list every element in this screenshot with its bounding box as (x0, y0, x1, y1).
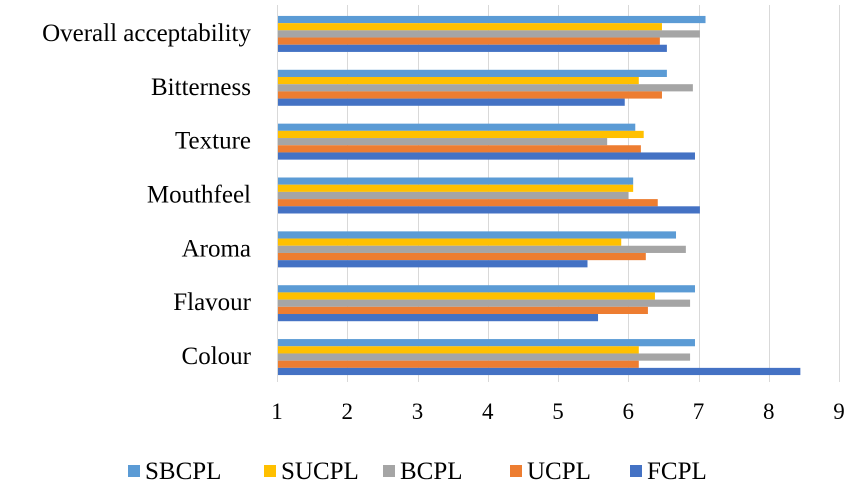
bar-fcpl-overall-acceptability (278, 44, 667, 52)
bar-ucpl-aroma (278, 252, 646, 261)
x-tick-label-9: 9 (833, 399, 845, 424)
legend: SBCPL SUCPL BCPL UCPL FCPL (128, 458, 707, 485)
x-tick-label-5: 5 (552, 399, 564, 424)
category-label-colour: Colour (182, 343, 252, 370)
bar-sucpl-overall-acceptability (278, 23, 662, 31)
legend-swatch-ucpl (510, 465, 522, 477)
bar-ucpl-bitterness (278, 91, 662, 99)
bar-fcpl-flavour (278, 314, 599, 322)
bar-sucpl-bitterness (278, 76, 639, 85)
category-label-bitterness: Bitterness (151, 74, 251, 101)
bar-bcpl-mouthfeel (278, 191, 629, 200)
bar-sbcpl-overall-acceptability (278, 15, 706, 24)
bar-ucpl-colour (278, 360, 639, 368)
bar-fcpl-bitterness (278, 98, 625, 106)
bar-sucpl-mouthfeel (278, 184, 634, 192)
legend-swatch-sbcpl (128, 465, 140, 477)
bar-sbcpl-bitterness (278, 69, 667, 77)
bars (278, 15, 801, 376)
bar-bcpl-bitterness (278, 84, 693, 92)
x-tick-label-3: 3 (412, 399, 424, 424)
bar-sbcpl-texture (278, 123, 636, 131)
legend-swatch-sucpl (264, 465, 276, 477)
bar-sucpl-texture (278, 130, 644, 139)
legend-swatch-fcpl (630, 465, 642, 477)
bar-ucpl-mouthfeel (278, 199, 658, 207)
category-label-flavour: Flavour (173, 289, 251, 316)
bar-sbcpl-mouthfeel (278, 177, 634, 185)
bar-sbcpl-flavour (278, 285, 695, 293)
bar-fcpl-mouthfeel (278, 206, 700, 214)
bar-sbcpl-colour (278, 339, 695, 347)
legend-label-bcpl: BCPL (400, 458, 463, 485)
legend-swatch-bcpl (383, 465, 395, 477)
bar-ucpl-flavour (278, 306, 648, 315)
x-tick-label-6: 6 (623, 399, 635, 424)
bar-sucpl-colour (278, 346, 639, 354)
bar-fcpl-texture (278, 152, 695, 160)
bar-sucpl-aroma (278, 238, 622, 246)
bar-bcpl-aroma (278, 245, 686, 253)
bar-bcpl-colour (278, 353, 691, 361)
legend-label-ucpl: UCPL (527, 458, 591, 485)
bar-ucpl-texture (278, 145, 641, 153)
bar-bcpl-flavour (278, 299, 691, 307)
x-tick-label-1: 1 (271, 399, 283, 424)
x-axis-tick-labels: 1 2 3 4 5 6 7 8 9 (271, 399, 845, 424)
legend-label-sucpl: SUCPL (281, 458, 359, 485)
category-label-overall-acceptability: Overall acceptability (42, 20, 251, 47)
x-tick-label-2: 2 (342, 399, 354, 424)
bar-bcpl-overall-acceptability (278, 30, 700, 38)
bar-sbcpl-aroma (278, 231, 677, 239)
x-tick-label-7: 7 (693, 399, 705, 424)
bar-fcpl-aroma (278, 260, 588, 268)
x-tick-label-4: 4 (482, 399, 494, 424)
category-label-mouthfeel: Mouthfeel (147, 182, 251, 209)
legend-label-sbcpl: SBCPL (145, 458, 221, 485)
x-tick-label-8: 8 (763, 399, 775, 424)
category-labels: Overall acceptability Bitterness Texture Mo… (42, 20, 252, 370)
bar-sucpl-flavour (278, 292, 655, 300)
category-label-texture: Texture (175, 128, 251, 155)
bar-fcpl-colour (278, 367, 801, 376)
legend-label-fcpl: FCPL (647, 458, 707, 485)
bar-bcpl-texture (278, 138, 608, 146)
bar-ucpl-overall-acceptability (278, 37, 660, 45)
category-label-aroma: Aroma (182, 235, 251, 262)
